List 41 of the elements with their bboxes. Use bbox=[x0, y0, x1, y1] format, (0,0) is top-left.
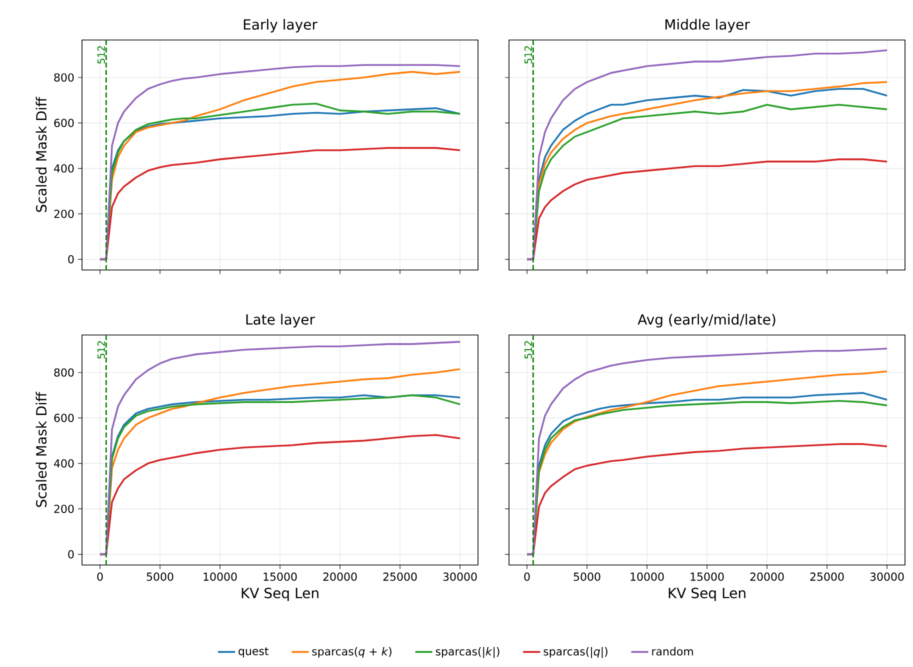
x-tick-label: 30000 bbox=[870, 572, 904, 581]
y-tick-label: 200 bbox=[54, 504, 74, 514]
legend-label: quest bbox=[238, 647, 268, 658]
chart-title: Middle layer bbox=[665, 18, 750, 32]
y-tick-label: 400 bbox=[54, 164, 74, 173]
x-tick-label: 20000 bbox=[323, 572, 357, 581]
x-tick-label: 0 bbox=[97, 572, 103, 581]
ref-line-label: 512 bbox=[524, 341, 532, 359]
ref-line-label: 512 bbox=[97, 341, 105, 359]
x-tick-label: 5000 bbox=[574, 572, 600, 581]
x-tick-label: 20000 bbox=[750, 572, 784, 581]
y-tick-label: 200 bbox=[54, 210, 74, 218]
x-tick-label: 0 bbox=[524, 572, 530, 581]
x-tick-label: 10000 bbox=[204, 572, 237, 581]
x-axis-title: KV Seq Len bbox=[668, 588, 746, 602]
x-tick-label: 5000 bbox=[146, 572, 174, 581]
y-tick-label: 800 bbox=[54, 368, 74, 377]
x-axis-title: KV Seq Len bbox=[242, 588, 318, 602]
y-tick-label: 400 bbox=[54, 459, 74, 468]
ref-line-label: 512 bbox=[524, 46, 532, 64]
y-tick-label: 0 bbox=[68, 550, 74, 558]
x-tick-label: 25000 bbox=[383, 572, 417, 581]
y-tick-label: 0 bbox=[68, 255, 74, 264]
x-tick-label: 30000 bbox=[443, 572, 477, 581]
x-tick-label: 10000 bbox=[630, 572, 664, 581]
y-axis-title: Scaled Mask Diff bbox=[36, 392, 47, 507]
legend-label: sparcas(|q|) bbox=[544, 646, 608, 658]
chart-title: Late layer bbox=[246, 314, 316, 328]
chart-title: Early layer bbox=[244, 18, 318, 32]
y-tick-label: 800 bbox=[54, 73, 74, 82]
ref-line-label: 512 bbox=[97, 46, 105, 64]
chart-title: Avg (early/mid/late) bbox=[638, 314, 776, 328]
legend-label: sparcas(|k|) bbox=[436, 646, 500, 658]
y-axis-title: Scaled Mask Diff bbox=[36, 96, 47, 212]
x-tick-label: 25000 bbox=[810, 572, 844, 581]
x-tick-label: 15000 bbox=[264, 572, 297, 581]
y-tick-label: 600 bbox=[54, 414, 74, 422]
legend-label: sparcas(q + k) bbox=[312, 647, 392, 658]
legend-label: random bbox=[652, 647, 693, 656]
y-tick-label: 600 bbox=[54, 118, 74, 128]
x-tick-label: 15000 bbox=[690, 572, 724, 581]
